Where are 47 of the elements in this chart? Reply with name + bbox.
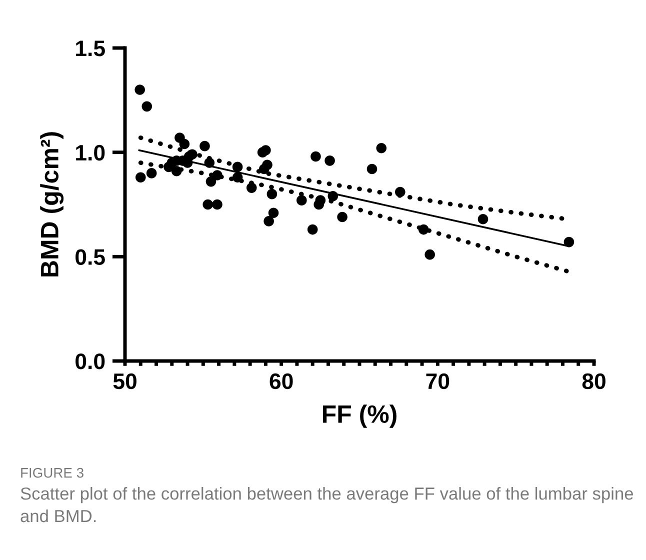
point xyxy=(246,182,257,193)
point xyxy=(202,199,214,210)
point xyxy=(232,162,243,172)
x-tick-label: 80 xyxy=(582,373,606,390)
point xyxy=(394,186,406,198)
point xyxy=(324,156,335,166)
x-axis-title: FF (%) xyxy=(322,404,396,428)
point xyxy=(268,208,279,218)
point xyxy=(179,138,190,150)
point xyxy=(142,101,152,112)
point xyxy=(204,158,215,168)
y-tick-label: 1.5 xyxy=(76,40,105,56)
point xyxy=(134,84,145,95)
point xyxy=(564,236,574,248)
point xyxy=(337,212,348,222)
line-series xyxy=(138,160,570,274)
point xyxy=(266,188,278,200)
y-axis-title: BMD (g/cm²) xyxy=(40,132,64,276)
point xyxy=(418,224,429,235)
point xyxy=(171,166,182,176)
x-tick-label: 50 xyxy=(113,373,136,390)
point xyxy=(328,191,338,202)
point xyxy=(366,164,378,174)
point xyxy=(296,195,307,206)
point xyxy=(310,151,321,162)
point xyxy=(200,140,210,152)
y-tick-label: 1.0 xyxy=(76,144,105,161)
x-tick-label: 70 xyxy=(426,373,450,390)
point xyxy=(260,145,271,156)
point xyxy=(146,168,157,178)
point xyxy=(478,214,488,224)
point xyxy=(212,199,222,210)
caption: FIGURE 3 xyxy=(21,468,84,478)
point xyxy=(262,160,272,170)
text: Scatter plot of the correlation between the average FF value of the lumbar spine and BMD. xyxy=(20,487,634,522)
point xyxy=(212,170,222,180)
x-tick-label: 60 xyxy=(270,373,293,390)
point xyxy=(376,143,387,154)
point xyxy=(314,199,324,210)
point xyxy=(424,249,435,260)
y-tick-label: 0.5 xyxy=(76,249,105,265)
y-tick-label: 0.0 xyxy=(76,354,105,370)
point xyxy=(135,172,146,183)
point xyxy=(232,172,243,183)
point xyxy=(307,224,318,235)
point xyxy=(206,176,216,187)
point xyxy=(264,216,274,226)
